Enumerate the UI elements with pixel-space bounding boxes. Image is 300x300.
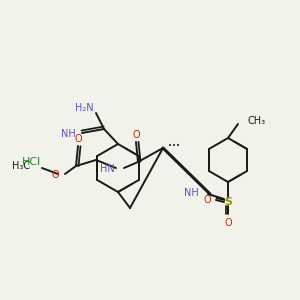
Text: O: O <box>51 170 59 180</box>
Text: H₂N: H₂N <box>75 103 94 113</box>
Text: O: O <box>224 218 232 228</box>
Text: H₃C: H₃C <box>12 161 30 171</box>
Text: CH₃: CH₃ <box>248 116 266 126</box>
Text: O: O <box>132 130 140 140</box>
Text: HN: HN <box>100 164 115 174</box>
Text: S: S <box>224 197 232 207</box>
Text: •••: ••• <box>168 143 180 149</box>
Text: NH: NH <box>184 188 199 198</box>
Text: O: O <box>74 134 82 144</box>
Text: O: O <box>203 195 211 205</box>
Text: NH: NH <box>61 129 76 139</box>
Text: HCl: HCl <box>22 157 41 167</box>
